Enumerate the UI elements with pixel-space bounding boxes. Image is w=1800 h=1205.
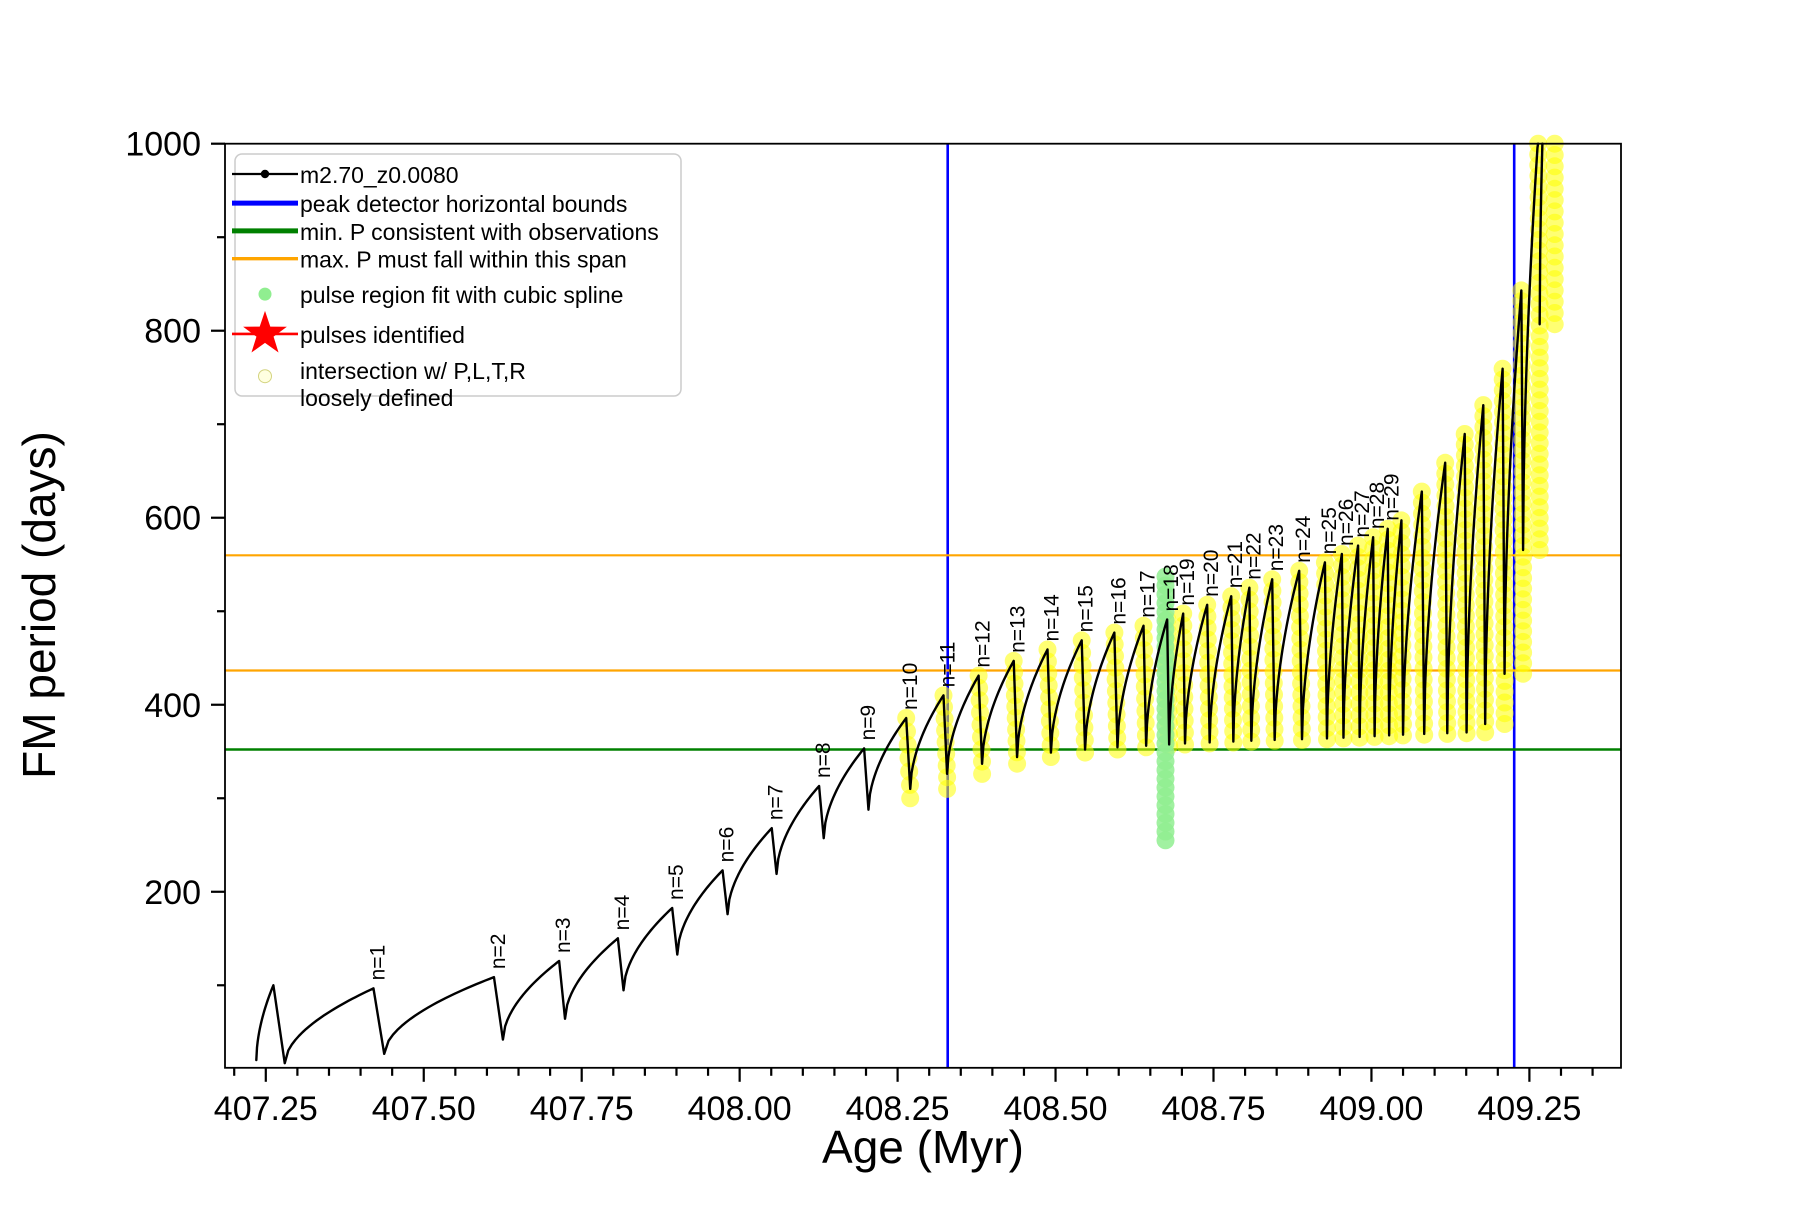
svg-text:min. P consistent with observa: min. P consistent with observations [300, 219, 659, 245]
svg-text:n=3: n=3 [552, 917, 575, 953]
svg-text:n=13: n=13 [1007, 606, 1030, 653]
svg-text:n=12: n=12 [972, 620, 995, 667]
svg-text:n=29: n=29 [1381, 473, 1404, 520]
svg-text:407.25: 407.25 [214, 1090, 318, 1128]
svg-text:n=8: n=8 [812, 742, 835, 778]
svg-text:1000: 1000 [125, 126, 201, 164]
svg-text:600: 600 [144, 500, 201, 538]
svg-text:n=16: n=16 [1107, 577, 1130, 624]
svg-text:n=1: n=1 [366, 945, 389, 981]
svg-text:n=11: n=11 [936, 642, 959, 688]
svg-text:peak detector horizontal bound: peak detector horizontal bounds [300, 191, 627, 217]
svg-text:n=15: n=15 [1075, 585, 1098, 632]
svg-text:407.50: 407.50 [372, 1090, 476, 1128]
svg-text:loosely defined: loosely defined [300, 385, 453, 411]
svg-text:n=7: n=7 [765, 785, 788, 821]
svg-text:407.75: 407.75 [530, 1090, 634, 1128]
svg-text:408.75: 408.75 [1162, 1090, 1266, 1128]
svg-text:pulse region fit with cubic sp: pulse region fit with cubic spline [300, 282, 623, 308]
svg-text:n=10: n=10 [899, 663, 922, 710]
svg-text:800: 800 [144, 313, 201, 351]
svg-text:n=23: n=23 [1265, 524, 1288, 571]
svg-text:200: 200 [144, 874, 201, 912]
svg-text:n=2: n=2 [487, 934, 510, 970]
svg-text:m2.70_z0.0080: m2.70_z0.0080 [300, 162, 459, 188]
svg-text:400: 400 [144, 687, 201, 725]
svg-text:n=5: n=5 [665, 864, 688, 900]
svg-text:n=24: n=24 [1292, 515, 1315, 563]
svg-text:FM period (days): FM period (days) [13, 431, 65, 779]
svg-text:408.00: 408.00 [688, 1090, 792, 1128]
svg-text:n=4: n=4 [611, 894, 634, 930]
svg-text:n=20: n=20 [1200, 550, 1223, 597]
svg-text:n=17: n=17 [1137, 570, 1160, 617]
svg-text:intersection w/ P,L,T,R: intersection w/ P,L,T,R [300, 358, 526, 384]
svg-text:409.25: 409.25 [1477, 1090, 1581, 1128]
svg-text:n=19: n=19 [1176, 558, 1199, 605]
svg-text:Age (Myr): Age (Myr) [822, 1121, 1024, 1173]
svg-text:n=14: n=14 [1041, 594, 1064, 642]
svg-text:n=9: n=9 [857, 705, 880, 741]
svg-text:n=6: n=6 [716, 827, 739, 863]
svg-text:max. P must fall within this s: max. P must fall within this span [300, 247, 627, 273]
svg-text:pulses identified: pulses identified [300, 322, 465, 348]
svg-text:n=22: n=22 [1242, 532, 1265, 579]
svg-text:409.00: 409.00 [1319, 1090, 1423, 1128]
